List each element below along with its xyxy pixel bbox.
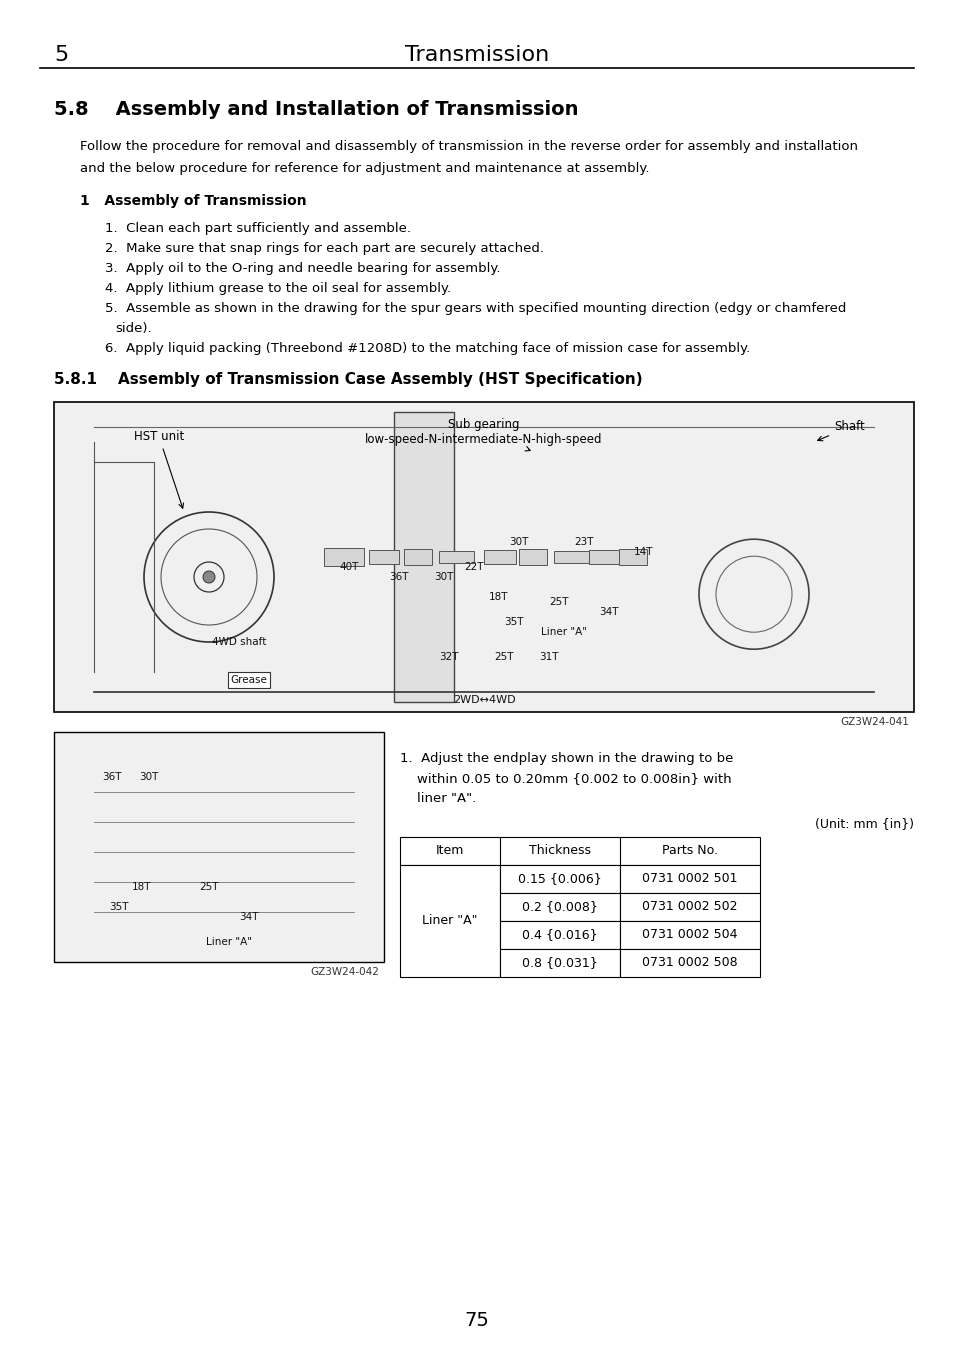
- Text: Liner "A": Liner "A": [206, 938, 252, 947]
- Text: 75: 75: [464, 1310, 489, 1329]
- Text: 23T: 23T: [574, 536, 593, 547]
- Text: 0731 0002 502: 0731 0002 502: [641, 901, 737, 913]
- Text: 32T: 32T: [438, 653, 458, 662]
- Text: 1   Assembly of Transmission: 1 Assembly of Transmission: [80, 195, 306, 208]
- Text: 34T: 34T: [239, 912, 258, 921]
- Text: 25T: 25T: [199, 882, 218, 892]
- Text: GZ3W24-041: GZ3W24-041: [840, 717, 908, 727]
- Text: 1.  Clean each part sufficiently and assemble.: 1. Clean each part sufficiently and asse…: [105, 222, 411, 235]
- Text: liner "A".: liner "A".: [399, 792, 476, 805]
- Text: 25T: 25T: [494, 653, 514, 662]
- Text: Liner "A": Liner "A": [422, 915, 477, 928]
- Text: (Unit: mm {in}): (Unit: mm {in}): [814, 817, 913, 830]
- Bar: [403, 549, 432, 565]
- Text: GZ3W24-042: GZ3W24-042: [310, 967, 378, 977]
- Text: 34T: 34T: [598, 607, 618, 617]
- Bar: [499, 893, 619, 921]
- Text: 0.4 {0.016}: 0.4 {0.016}: [521, 928, 598, 942]
- Text: 0731 0002 504: 0731 0002 504: [641, 928, 737, 942]
- Bar: [369, 550, 398, 563]
- Bar: [54, 732, 384, 962]
- Bar: [483, 550, 516, 563]
- Text: 35T: 35T: [110, 902, 129, 912]
- Text: Shaft: Shaft: [817, 420, 863, 440]
- Text: Item: Item: [436, 844, 464, 858]
- Text: 35T: 35T: [504, 617, 523, 627]
- Text: 31T: 31T: [538, 653, 558, 662]
- Bar: [619, 948, 760, 977]
- Text: 6.  Apply liquid packing (Threebond #1208D) to the matching face of mission case: 6. Apply liquid packing (Threebond #1208…: [105, 342, 749, 355]
- Text: 0731 0002 501: 0731 0002 501: [641, 873, 737, 885]
- Bar: [588, 550, 618, 563]
- Bar: [619, 865, 760, 893]
- Bar: [499, 921, 619, 948]
- Text: 18T: 18T: [489, 592, 508, 603]
- Bar: [499, 865, 619, 893]
- Text: side).: side).: [115, 322, 152, 335]
- Text: 4WD shaft: 4WD shaft: [212, 638, 266, 647]
- Text: 30T: 30T: [509, 536, 528, 547]
- Text: 22T: 22T: [464, 562, 483, 571]
- Text: 36T: 36T: [102, 771, 122, 782]
- Bar: [394, 412, 454, 703]
- Text: Sub gearing
low-speed-N-intermediate-N-high-speed: Sub gearing low-speed-N-intermediate-N-h…: [365, 417, 602, 451]
- Text: Liner "A": Liner "A": [540, 627, 586, 638]
- Bar: [618, 549, 646, 565]
- Bar: [619, 921, 760, 948]
- Text: 0.8 {0.031}: 0.8 {0.031}: [521, 957, 598, 970]
- Text: 36T: 36T: [389, 571, 408, 582]
- Circle shape: [203, 571, 214, 584]
- Text: HST unit: HST unit: [133, 431, 184, 508]
- Bar: [554, 551, 588, 563]
- FancyBboxPatch shape: [228, 671, 270, 688]
- Text: Transmission: Transmission: [404, 45, 549, 65]
- Text: 5.8.1    Assembly of Transmission Case Assembly (HST Specification): 5.8.1 Assembly of Transmission Case Asse…: [54, 372, 642, 386]
- Text: 30T: 30T: [139, 771, 158, 782]
- Text: 5.  Assemble as shown in the drawing for the spur gears with specified mounting : 5. Assemble as shown in the drawing for …: [105, 303, 845, 315]
- Text: within 0.05 to 0.20mm {0.002 to 0.008in} with: within 0.05 to 0.20mm {0.002 to 0.008in}…: [399, 771, 731, 785]
- Text: 18T: 18T: [132, 882, 152, 892]
- Bar: [518, 549, 546, 565]
- Text: 3.  Apply oil to the O-ring and needle bearing for assembly.: 3. Apply oil to the O-ring and needle be…: [105, 262, 500, 276]
- Bar: [499, 948, 619, 977]
- Text: 40T: 40T: [339, 562, 358, 571]
- Text: 0.2 {0.008}: 0.2 {0.008}: [521, 901, 598, 913]
- Bar: [438, 551, 474, 563]
- Text: 14T: 14T: [634, 547, 653, 557]
- Bar: [54, 403, 913, 712]
- Text: 25T: 25T: [549, 597, 568, 607]
- Text: 2WD↔4WD: 2WD↔4WD: [453, 694, 515, 705]
- Text: 5.8    Assembly and Installation of Transmission: 5.8 Assembly and Installation of Transmi…: [54, 100, 578, 119]
- Text: 2.  Make sure that snap rings for each part are securely attached.: 2. Make sure that snap rings for each pa…: [105, 242, 543, 255]
- Text: Thickness: Thickness: [529, 844, 590, 858]
- Text: 1.  Adjust the endplay shown in the drawing to be: 1. Adjust the endplay shown in the drawi…: [399, 753, 733, 765]
- Bar: [399, 865, 499, 977]
- Text: 0731 0002 508: 0731 0002 508: [641, 957, 737, 970]
- Text: 5: 5: [54, 45, 69, 65]
- Bar: [399, 838, 760, 865]
- Text: 30T: 30T: [434, 571, 454, 582]
- Text: Parts No.: Parts No.: [661, 844, 718, 858]
- Text: Grease: Grease: [231, 676, 267, 685]
- Text: 4.  Apply lithium grease to the oil seal for assembly.: 4. Apply lithium grease to the oil seal …: [105, 282, 451, 295]
- Text: 0.15 {0.006}: 0.15 {0.006}: [517, 873, 601, 885]
- Bar: [619, 893, 760, 921]
- Text: and the below procedure for reference for adjustment and maintenance at assembly: and the below procedure for reference fo…: [80, 162, 649, 176]
- Text: Follow the procedure for removal and disassembly of transmission in the reverse : Follow the procedure for removal and dis…: [80, 141, 857, 153]
- Bar: [324, 549, 364, 566]
